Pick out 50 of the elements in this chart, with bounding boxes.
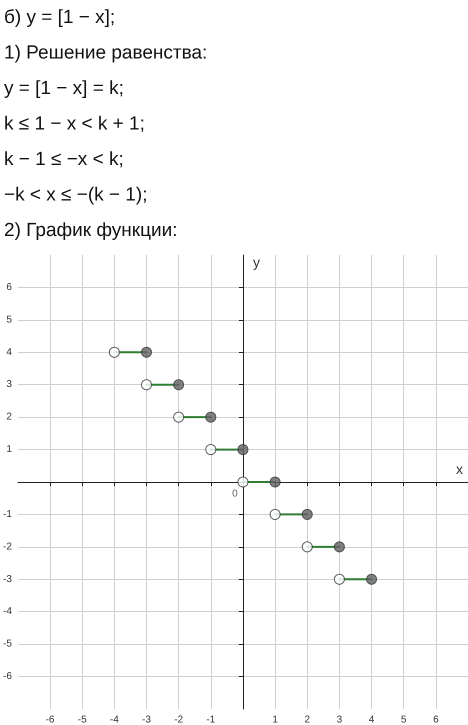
point [270,476,281,488]
point [270,508,281,520]
y-tick-label: 3 [6,379,12,390]
point [205,444,216,456]
y-tick-label: 1 [6,444,12,456]
x-tick-label: -6 [46,714,55,725]
y-tick-label: 5 [6,314,12,326]
point [237,476,248,488]
x-tick-label: 3 [336,714,343,725]
x-axis-title: x [456,461,463,477]
text: 1) Решение равенства: [4,42,208,64]
x-tick-label: -4 [110,714,120,725]
point [302,541,313,552]
point [237,444,248,456]
text: k − 1 ≤ −x < k; [4,149,124,170]
text: k ≤ 1 − x < k + 1; [4,114,145,134]
y-tick-label: 4 [6,346,12,358]
y-tick-label: -5 [2,638,12,650]
x-tick-label: -1 [206,714,216,725]
x-tick-label: 4 [368,714,375,725]
x-tick-label: -3 [142,714,152,725]
x-tick-label: -2 [174,714,184,725]
y-axis-title: y [252,254,260,270]
y-tick-label: -6 [2,671,12,682]
chart-title: б) y = [1 − x]; [4,7,116,28]
x-tick-label: 2 [304,714,310,725]
point [141,379,152,390]
x-tick-label: 1 [272,714,278,725]
point [366,574,378,585]
point [334,574,345,585]
y-tick-label: 6 [6,282,12,293]
point [141,346,152,358]
text: 2) График функции: [4,220,178,241]
point [205,412,216,423]
y-tick-label: -1 [2,508,12,520]
x-tick-label: 6 [433,714,440,725]
point [173,379,184,390]
y-tick-label: -2 [2,541,12,552]
y-tick-label: -4 [2,606,12,618]
point [302,508,313,520]
point [173,412,184,423]
y-tick-label: -3 [2,574,12,585]
y-tick-label: 2 [6,412,12,423]
point [108,346,120,358]
text: y = [1 − x] = k; [4,78,124,99]
x-tick-label: -5 [78,714,88,725]
annotation: 0 [232,488,238,500]
text: −k < x ≤ −(k − 1); [4,184,148,206]
x-tick-label: 5 [400,714,407,725]
point [334,541,345,552]
